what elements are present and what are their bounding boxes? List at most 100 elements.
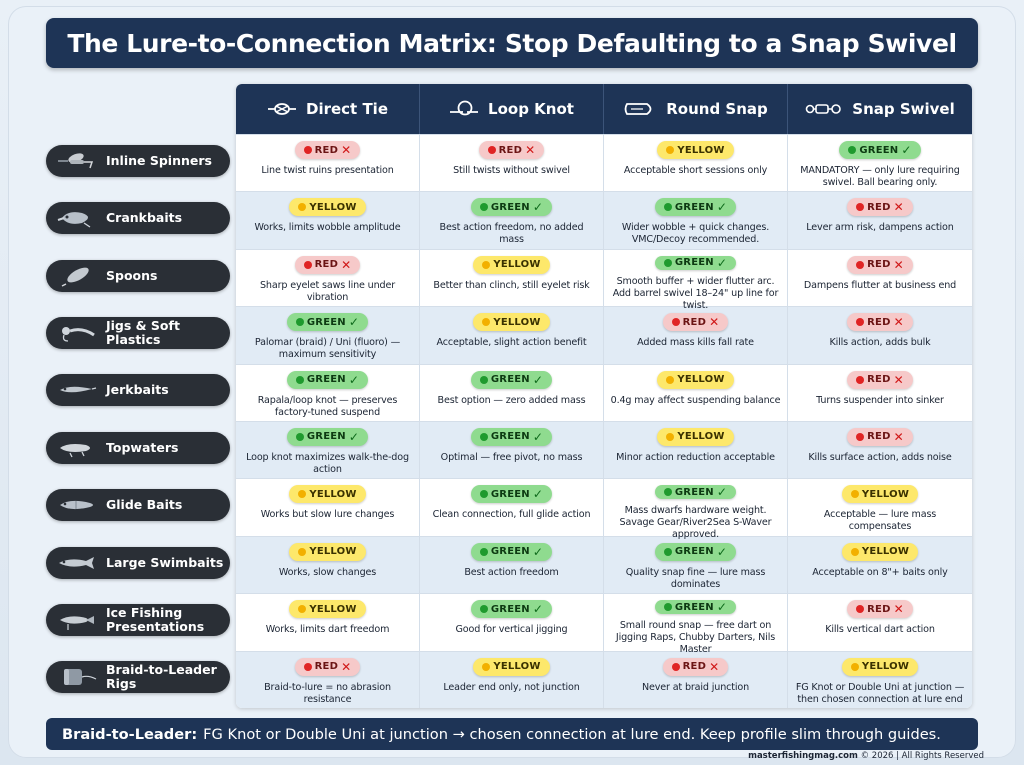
rating-badge-red: RED ✕ <box>847 313 913 332</box>
rating-badge-red: RED ✕ <box>847 370 913 389</box>
cell-note: Wider wobble + quick changes. VMC/Decoy … <box>621 222 770 246</box>
matrix-cell-direct-tie: YELLOW Works but slow lure changes <box>236 479 420 536</box>
jerkbait-icon <box>60 387 97 393</box>
status-dot-icon <box>479 375 488 384</box>
matrix-cell-round-snap: RED ✕ Never at braid junction <box>604 651 788 708</box>
check-icon: ✓ <box>532 487 544 502</box>
rating-badge-yellow: YELLOW <box>657 141 734 159</box>
footer-text: FG Knot or Double Uni at junction → chos… <box>203 725 941 743</box>
cell-note: Better than clinch, still eyelet risk <box>433 279 590 291</box>
cell-note: Smooth buffer + wider flutter arc. Add b… <box>612 275 779 311</box>
cell-note: Minor action reduction acceptable <box>616 451 775 463</box>
matrix-cell-snap-swivel: RED ✕ Kills surface action, adds noise <box>788 422 972 478</box>
status-dot-icon <box>663 258 672 267</box>
cell-note: Kills vertical dart action <box>825 624 935 636</box>
inline-spinner-icon <box>58 153 94 168</box>
rating-label: RED <box>314 661 339 673</box>
cell-note: Works, limits dart freedom <box>265 624 390 636</box>
column-header-label: Loop Knot <box>488 100 574 118</box>
cell-note: Leader end only, not junction <box>443 681 580 693</box>
rating-label: GREEN <box>674 601 714 613</box>
matrix-cell-direct-tie: GREEN ✓ Loop knot maximizes walk-the-dog a… <box>236 421 420 479</box>
check-icon: ✓ <box>532 200 544 215</box>
rating-badge-red: RED ✕ <box>294 255 361 274</box>
rating-label: RED <box>867 316 891 328</box>
cross-icon: ✕ <box>893 315 904 330</box>
matrix-cell-snap-swivel: RED ✕ Turns suspender into sinker <box>788 365 972 421</box>
rating-label: YELLOW <box>309 603 357 615</box>
cell-note: Added mass kills fall rate <box>637 337 754 349</box>
check-icon: ✓ <box>901 143 912 157</box>
status-dot-icon <box>850 662 859 671</box>
matrix-cell-snap-swivel: RED ✕ Dampens flutter at business end <box>788 250 972 306</box>
cross-icon: ✕ <box>709 315 720 330</box>
rating-label: GREEN <box>674 201 714 213</box>
status-dot-icon <box>856 260 865 269</box>
loop-knot-icon <box>450 100 479 116</box>
status-dot-icon <box>856 203 865 212</box>
matrix-cell-direct-tie: YELLOW Works, limits dart freedom <box>236 594 420 651</box>
check-icon: ✓ <box>532 429 544 444</box>
check-icon: ✓ <box>716 600 728 615</box>
matrix-row-spoons: RED ✕ Sharp eyelet saws line under vibrati… <box>236 248 972 311</box>
column-header-loop-knot: Loop Knot <box>420 84 604 134</box>
matrix-row-topwaters: GREEN ✓ Loop knot maximizes walk-the-dog a… <box>236 420 972 479</box>
status-dot-icon <box>479 203 488 212</box>
rating-label: YELLOW <box>677 374 725 386</box>
matrix-cell-loop-knot: GREEN ✓ Clean connection, full glide actio… <box>420 479 604 536</box>
rating-badge-red: RED ✕ <box>847 600 913 619</box>
rating-label: RED <box>867 259 891 271</box>
direct-tie-knot-icon <box>268 103 296 115</box>
matrix-row-jerkbaits: GREEN ✓ Rapala/loop knot — preserves facto… <box>236 363 972 421</box>
matrix-cell-round-snap: GREEN ✓ Mass dwarfs hardware weight. Savag… <box>604 479 788 540</box>
check-icon: ✓ <box>532 544 544 559</box>
status-dot-icon <box>671 662 680 671</box>
rating-label: GREEN <box>490 201 530 213</box>
rating-badge-green: GREEN ✓ <box>654 198 737 217</box>
cross-icon: ✕ <box>893 602 904 617</box>
status-dot-icon <box>482 260 491 269</box>
lure-label-ice-fishing-presentations: Ice Fishing Presentations <box>46 603 230 636</box>
cell-note: Palomar (braid) / Uni (fluoro) — maximum… <box>254 337 401 361</box>
matrix-cell-direct-tie: YELLOW Works, slow changes <box>236 536 420 594</box>
check-icon: ✓ <box>716 485 728 500</box>
cell-note: Rapala/loop knot — preserves factory-tun… <box>257 394 398 418</box>
matrix-cell-direct-tie: RED ✕ Sharp eyelet saws line under vibrati… <box>236 249 420 307</box>
rating-badge-green: GREEN ✓ <box>286 313 369 332</box>
lure-label-text: Braid-to-Leader Rigs <box>106 662 217 692</box>
matrix-row-glide-baits: YELLOW Works but slow lure changes GREEN ✓ C… <box>236 478 972 540</box>
column-header-label: Snap Swivel <box>852 100 955 118</box>
rating-badge-green: GREEN ✓ <box>470 485 553 504</box>
cell-note: Acceptable on 8"+ baits only <box>812 566 948 578</box>
lure-label-braid-to-leader-rigs: Braid-to-Leader Rigs <box>46 661 230 694</box>
lure-label-jigs-soft-plastics: Jigs & Soft Plastics <box>46 316 230 349</box>
status-dot-icon <box>303 260 312 269</box>
cell-note: Acceptable, slight action benefit <box>436 337 587 349</box>
rating-badge-red: RED ✕ <box>847 255 913 274</box>
rating-label: GREEN <box>306 431 346 443</box>
rating-label: YELLOW <box>861 488 910 500</box>
check-icon: ✓ <box>716 200 728 215</box>
cell-note: Turns suspender into sinker <box>816 394 944 406</box>
rating-badge-yellow: YELLOW <box>289 485 366 504</box>
column-header-snap-swivel: Snap Swivel <box>788 84 972 134</box>
rating-badge-yellow: YELLOW <box>473 313 550 332</box>
check-icon: ✓ <box>716 255 728 270</box>
rating-badge-green: GREEN ✓ <box>470 542 553 561</box>
rating-badge-green: GREEN ✓ <box>654 542 737 561</box>
check-icon: ✓ <box>532 602 544 617</box>
status-dot-icon <box>303 662 312 671</box>
status-dot-icon <box>850 490 859 499</box>
cross-icon: ✕ <box>893 429 904 444</box>
status-dot-icon <box>479 547 488 556</box>
cross-icon: ✕ <box>341 257 352 272</box>
rating-label: YELLOW <box>493 661 541 673</box>
cell-note: Best action freedom <box>464 566 559 578</box>
status-dot-icon <box>479 605 488 614</box>
status-dot-icon <box>671 318 680 327</box>
matrix-cell-loop-knot: YELLOW Better than clinch, still eyelet r… <box>420 249 604 307</box>
rating-badge-green: GREEN ✓ <box>470 370 553 389</box>
cell-note: Quality snap fine — lure mass dominates <box>625 566 766 590</box>
column-header-round-snap: Round Snap <box>604 84 788 134</box>
lure-label-spoons: Spoons <box>46 259 230 292</box>
